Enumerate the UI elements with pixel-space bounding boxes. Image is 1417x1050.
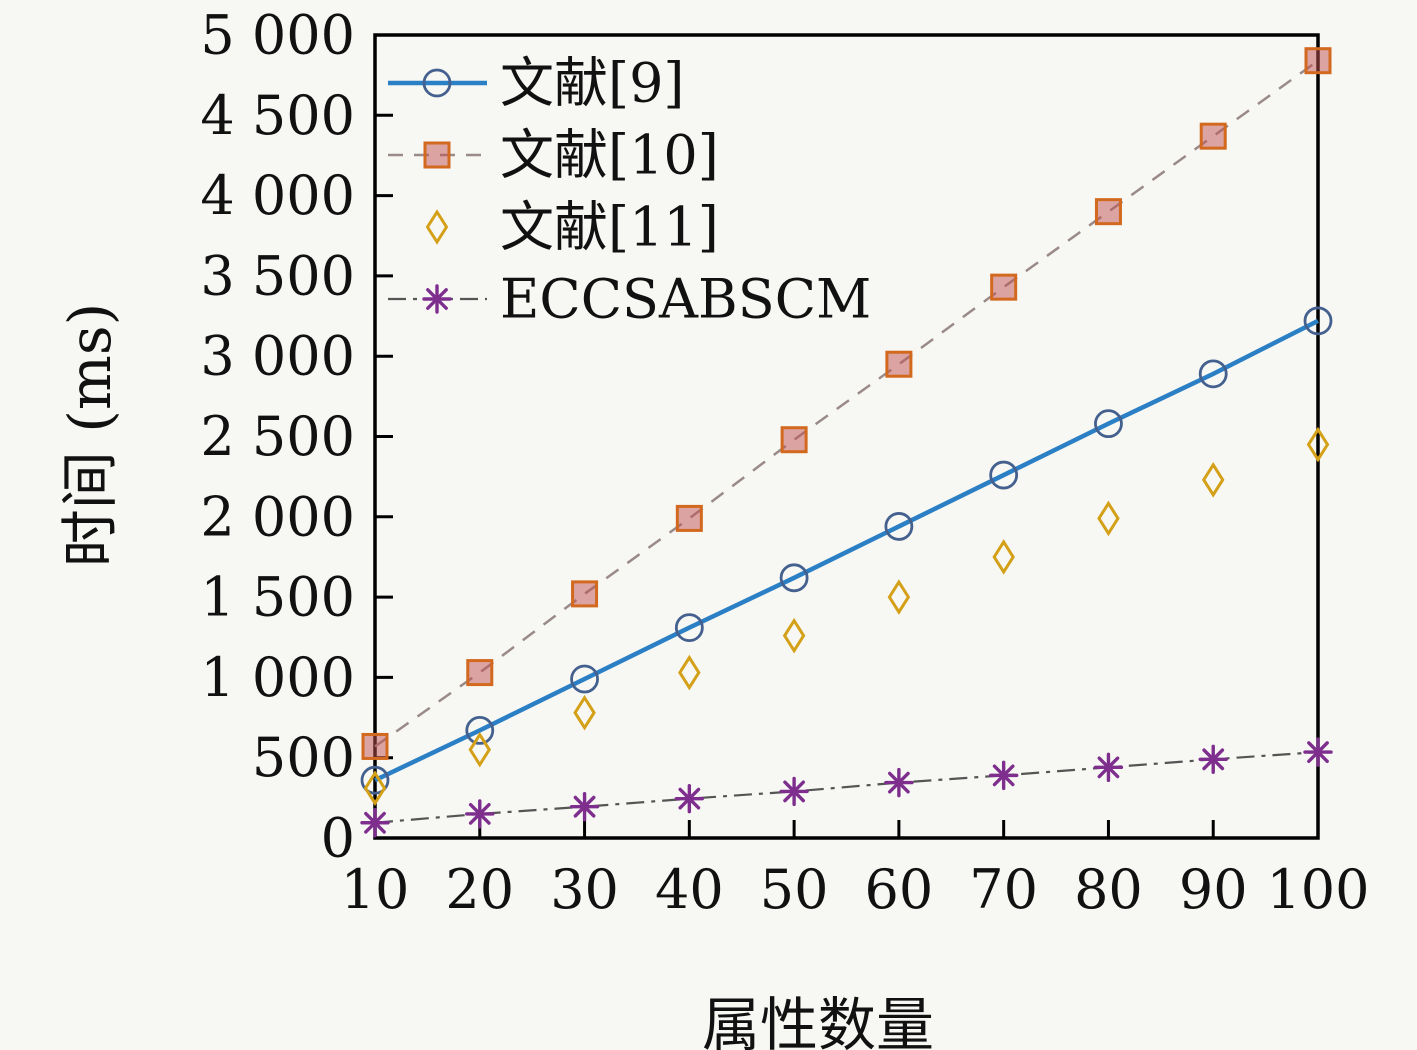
asterisk-spoke [468, 803, 491, 825]
data-point-marker [360, 808, 390, 838]
data-point-marker [570, 664, 599, 694]
data-point-marker [779, 563, 809, 593]
x-tick-label: 60 [865, 858, 934, 921]
data-point-marker [468, 731, 492, 768]
data-point-marker [782, 617, 806, 654]
y-tick-label: 1 000 [200, 646, 355, 709]
series-markers-0 [360, 306, 1333, 795]
asterisk-spoke [1202, 748, 1225, 771]
data-point-marker [1303, 737, 1333, 767]
data-point-marker [678, 654, 701, 691]
y-tick-label: 1 500 [200, 566, 355, 629]
legend-item: ECCSABSCM [388, 268, 871, 331]
data-point-marker [573, 694, 596, 731]
asterisk-spoke [1097, 756, 1120, 779]
series-markers-2 [363, 426, 1330, 807]
x-tick-label: 20 [445, 858, 514, 921]
legend-label: ECCSABSCM [500, 268, 871, 331]
x-axis-title: 属性数量 [701, 991, 935, 1050]
legend-label: 文献[11] [500, 196, 719, 259]
data-point-marker [1094, 198, 1122, 226]
data-point-marker [360, 765, 390, 795]
legend-marker [425, 209, 449, 245]
data-point-marker [884, 767, 914, 798]
data-point-marker [887, 579, 911, 615]
series-markers-1 [361, 47, 1332, 760]
legend-marker [422, 68, 452, 98]
legend-marker [423, 141, 451, 169]
y-tick-label: 500 [252, 726, 355, 789]
data-point-marker [1094, 409, 1123, 439]
data-point-marker [674, 783, 705, 814]
x-tick-label: 50 [760, 858, 829, 921]
y-tick-label: 0 [321, 807, 355, 870]
data-point-marker [989, 460, 1019, 490]
asterisk-spoke [1307, 741, 1329, 763]
data-point-marker [1303, 306, 1333, 336]
asterisk-spoke [678, 787, 701, 810]
data-point-marker [1201, 462, 1225, 498]
data-point-marker [990, 273, 1018, 301]
asterisk-spoke [364, 811, 386, 834]
x-tick-label: 10 [341, 858, 410, 921]
x-tick-label: 80 [1074, 858, 1143, 921]
data-point-marker [1097, 500, 1120, 537]
y-tick-label: 4 000 [200, 164, 355, 227]
series-line-3 [374, 750, 1319, 824]
data-point-marker [780, 426, 808, 454]
data-point-marker [1198, 359, 1228, 389]
y-tick-label: 2 000 [200, 485, 355, 548]
data-point-marker [465, 799, 495, 829]
data-point-marker [992, 539, 1015, 575]
asterisk-spoke [783, 780, 806, 803]
asterisk-spoke [887, 771, 910, 794]
data-point-marker [363, 770, 387, 807]
data-point-marker [1199, 122, 1227, 150]
y-axis-title: 时间 (ms) [56, 302, 124, 568]
legend-marker [422, 284, 452, 314]
data-point-marker [569, 791, 600, 822]
legend: 文献[9] 文献[10] 文献[11] ECCSABSCM [388, 52, 871, 331]
asterisk-spoke [573, 795, 596, 818]
y-tick-label: 5 000 [200, 4, 355, 67]
data-point-marker [988, 760, 1019, 791]
data-point-marker [1304, 47, 1332, 75]
x-tick-label: 30 [550, 858, 619, 921]
y-tick-label: 4 500 [200, 84, 355, 147]
legend-item: 文献[10] [388, 124, 719, 187]
data-point-marker [1306, 426, 1330, 463]
series-markers-3 [360, 737, 1333, 838]
asterisk-spoke [426, 288, 448, 310]
asterisk-spoke [992, 764, 1015, 787]
x-tick-label: 100 [1266, 858, 1369, 921]
data-point-marker [1093, 752, 1124, 783]
series-line-1 [374, 59, 1319, 748]
data-point-marker [885, 350, 913, 378]
data-point-marker [674, 613, 704, 643]
data-point-marker [465, 715, 495, 745]
x-tick-label: 70 [969, 858, 1038, 921]
legend-item: 文献[11] [425, 196, 719, 259]
data-point-marker [675, 504, 703, 532]
data-point-marker [1198, 744, 1228, 775]
x-tick-label: 40 [655, 858, 724, 921]
x-tick-label: 90 [1179, 858, 1248, 921]
data-point-marker [466, 659, 494, 687]
data-point-marker [571, 580, 599, 608]
y-tick-label: 2 500 [200, 405, 355, 468]
y-tick-label: 3 500 [200, 244, 355, 307]
data-point-marker [884, 512, 914, 541]
legend-label: 文献[9] [500, 52, 685, 115]
data-point-marker [361, 732, 389, 760]
data-point-marker [779, 776, 809, 807]
legend-label: 文献[10] [500, 124, 719, 187]
series-line-0 [374, 318, 1320, 783]
legend-item: 文献[9] [388, 52, 685, 115]
y-tick-label: 3 000 [200, 325, 355, 388]
